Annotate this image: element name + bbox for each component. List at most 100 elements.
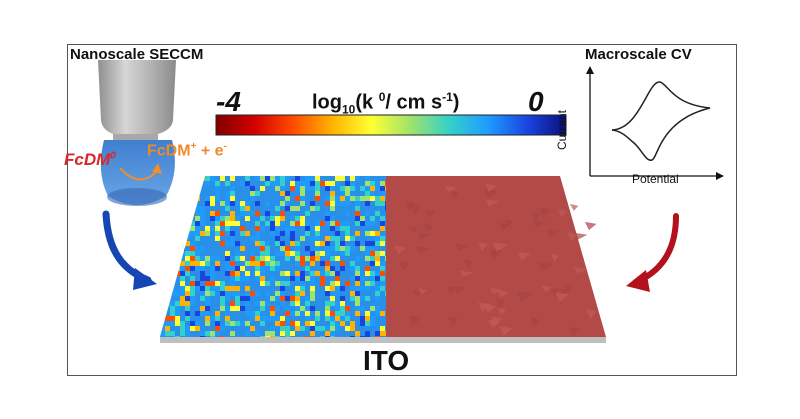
heatmap-cell	[230, 331, 235, 336]
heatmap-cell	[325, 221, 330, 226]
heatmap-cell	[295, 181, 300, 186]
heatmap-cell	[220, 336, 225, 337]
heatmap-cell	[295, 276, 300, 281]
surface-grain	[541, 285, 554, 293]
heatmap-cell	[385, 181, 386, 186]
surface-grain	[417, 287, 427, 295]
seccm-rate-map	[160, 176, 386, 337]
heatmap-cell	[335, 336, 340, 337]
heatmap-cell	[230, 301, 235, 306]
heatmap-cell	[195, 231, 200, 236]
right-arrow-head	[626, 270, 650, 292]
surface-grain	[412, 290, 422, 298]
heatmap-cell	[205, 256, 210, 261]
heatmap-cell	[230, 211, 235, 216]
heatmap-cell	[345, 191, 350, 196]
heatmap-cell	[335, 241, 340, 246]
heatmap-cell	[340, 301, 345, 306]
heatmap-cell	[180, 266, 185, 271]
heatmap-cell	[345, 251, 350, 256]
heatmap-cell	[375, 296, 380, 301]
heatmap-cell	[340, 226, 345, 231]
heatmap-cell	[290, 331, 295, 336]
heatmap-cell	[270, 336, 275, 337]
heatmap-cell	[375, 181, 380, 186]
heatmap-cell	[335, 321, 340, 326]
heatmap-cell	[335, 311, 340, 316]
heatmap-cell	[280, 321, 285, 326]
heatmap-cell	[300, 256, 305, 261]
heatmap-cell	[320, 336, 325, 337]
heatmap-cell	[265, 261, 270, 266]
heatmap-cell	[280, 326, 285, 331]
heatmap-cell	[250, 311, 255, 316]
heatmap-cell	[315, 311, 320, 316]
heatmap-cell	[295, 306, 300, 311]
heatmap-cell	[230, 231, 235, 236]
heatmap-cell	[270, 226, 275, 231]
heatmap-cell	[235, 301, 240, 306]
heatmap-cell	[195, 261, 200, 266]
heatmap-cell	[255, 276, 260, 281]
heatmap-cell	[375, 251, 380, 256]
heatmap-cell	[380, 276, 385, 281]
heatmap-cell	[355, 331, 360, 336]
heatmap-cell	[305, 311, 310, 316]
reactant-sup: 0	[110, 150, 116, 162]
heatmap-cell	[370, 196, 375, 201]
heatmap-cell	[365, 271, 370, 276]
heatmap-cell	[265, 256, 270, 261]
heatmap-cell	[210, 336, 215, 337]
cv-forward-scan	[611, 81, 711, 131]
heatmap-cell	[220, 301, 225, 306]
heatmap-cell	[315, 196, 320, 201]
heatmap-cell	[220, 291, 225, 296]
heatmap-cell	[210, 271, 215, 276]
heatmap-cell	[280, 281, 285, 286]
heatmap-cell	[305, 276, 310, 281]
heatmap-cell	[365, 336, 370, 337]
heatmap-cell	[160, 326, 165, 331]
heatmap-cell	[375, 241, 380, 246]
heatmap-cell	[215, 221, 220, 226]
heatmap-cell	[180, 256, 185, 261]
heatmap-cell	[235, 296, 240, 301]
heatmap-cell	[350, 291, 355, 296]
heatmap-cell	[265, 241, 270, 246]
heatmap-cell	[265, 316, 270, 321]
heatmap-cell	[290, 221, 295, 226]
heatmap-cell	[325, 201, 330, 206]
heatmap-cell	[265, 176, 270, 181]
surface-grain	[484, 183, 498, 192]
heatmap-cell	[350, 326, 355, 331]
heatmap-cell	[300, 291, 305, 296]
heatmap-cell	[310, 286, 315, 291]
heatmap-cell	[285, 196, 290, 201]
heatmap-cell	[355, 231, 360, 236]
heatmap-cell	[230, 336, 235, 337]
product-label: FcDM+ + e-	[147, 141, 227, 160]
heatmap-cell	[220, 281, 225, 286]
heatmap-cell	[300, 311, 305, 316]
heatmap-cell	[205, 321, 210, 326]
heatmap-cell	[240, 321, 245, 326]
heatmap-cell	[205, 306, 210, 311]
surface-grain	[448, 316, 459, 327]
heatmap-cell	[215, 326, 220, 331]
heatmap-cell	[315, 236, 320, 241]
heatmap-cell	[295, 291, 300, 296]
heatmap-cell	[355, 211, 360, 216]
heatmap-cell	[330, 271, 335, 276]
heatmap-cell	[275, 336, 280, 337]
heatmap-cell	[265, 201, 270, 206]
heatmap-cell	[345, 221, 350, 226]
reactant-label: FcDM0	[64, 150, 116, 170]
heatmap-cell	[240, 231, 245, 236]
heatmap-cell	[300, 271, 305, 276]
heatmap-cell	[205, 276, 210, 281]
heatmap-cell	[325, 331, 330, 336]
heatmap-cell	[335, 176, 340, 181]
heatmap-cell	[340, 321, 345, 326]
heatmap-cell	[325, 326, 330, 331]
heatmap-cell	[300, 261, 305, 266]
